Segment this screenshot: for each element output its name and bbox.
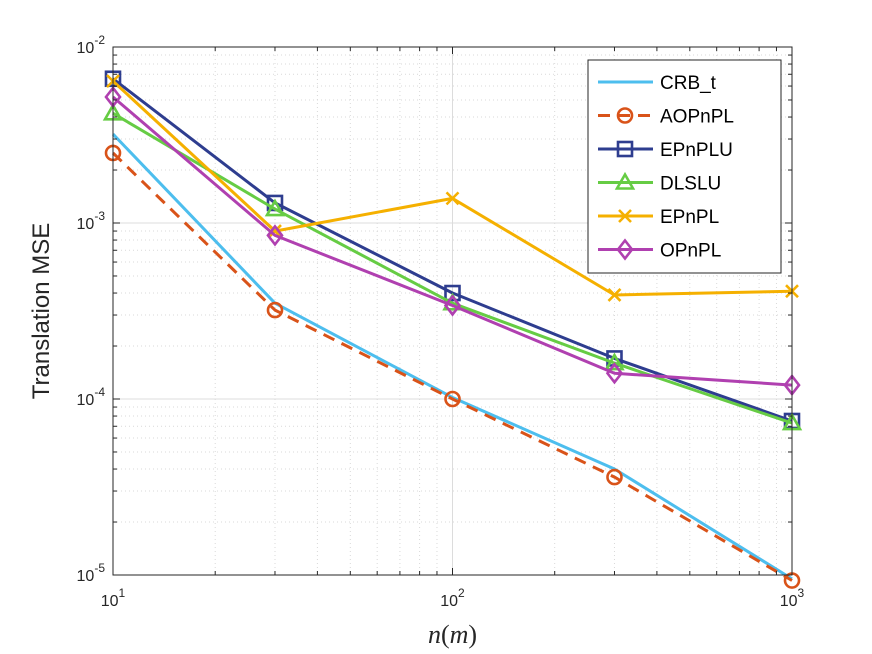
legend-entry-epnplu: EPnPLU: [598, 140, 733, 161]
data-point-opnpl: [266, 224, 284, 247]
series-line-aopnpl: [111, 151, 793, 582]
data-point-epnplu: [444, 284, 461, 302]
x-tick-label-exponent: 2: [458, 586, 465, 600]
y-tick-label: 10-2: [77, 33, 106, 57]
x-marker-stroke: [618, 209, 632, 223]
series-layer: [102, 70, 803, 589]
legend-entry-crb-t: CRB_t: [598, 73, 717, 94]
legend-entry-epnpl: EPnPL: [598, 207, 719, 228]
legend-label: CRB_t: [660, 73, 717, 94]
legend-swatch-marker: [616, 107, 634, 124]
y-tick-label-exponent: -5: [94, 561, 105, 575]
y-tick-label-exponent: -2: [94, 33, 105, 47]
x-axis-label: n(m): [428, 620, 477, 649]
y-axis-label: Translation MSE: [28, 223, 55, 400]
legend: CRB_t AOPnPL EPnPLU DLSLU EPnPL OPnPL: [587, 59, 782, 274]
data-point-aopnpl: [444, 390, 461, 408]
legend-label: EPnPLU: [660, 140, 733, 161]
x-tick-label-exponent: 3: [798, 586, 805, 600]
x-axis-label-var: n: [428, 620, 441, 649]
y-tick-label-base: 10: [77, 392, 95, 409]
legend-entry-aopnpl: AOPnPL: [598, 107, 734, 128]
data-point-aopnpl: [266, 301, 284, 319]
y-tick-label-exponent: -4: [94, 385, 105, 399]
x-tick-label-exponent: 1: [119, 586, 126, 600]
legend-swatch-marker: [618, 209, 632, 223]
y-tick-label-base: 10: [77, 568, 95, 585]
series-line-opnpl: [112, 95, 793, 387]
x-tick-label: 103: [780, 586, 805, 610]
legend-label: AOPnPL: [660, 107, 734, 128]
data-point-dlslu: [604, 352, 625, 371]
x-tick-label-base: 10: [101, 593, 119, 610]
legend-swatch-marker: [616, 238, 634, 261]
y-tick-label-base: 10: [77, 40, 95, 57]
data-point-dlslu: [264, 198, 286, 217]
legend-swatch-marker: [616, 140, 634, 158]
legend-label: EPnPL: [660, 207, 719, 228]
legend-label: OPnPL: [660, 241, 721, 262]
legend-label: DLSLU: [660, 174, 721, 195]
x-axis-label-open: (: [441, 620, 450, 649]
y-tick-label: 10-3: [77, 209, 106, 233]
series-opnpl: [104, 85, 801, 397]
y-tick-label: 10-4: [77, 385, 106, 409]
ticks: [112, 46, 793, 576]
data-point-aopnpl: [606, 468, 623, 486]
data-point-epnpl: [607, 288, 622, 302]
legend-swatch-marker: [614, 171, 636, 190]
x-marker-stroke: [445, 191, 460, 206]
data-point-opnpl: [443, 294, 462, 317]
x-tick-label: 101: [101, 586, 126, 610]
data-point-epnpl: [268, 224, 282, 238]
legend-entry-dlslu: DLSLU: [598, 171, 721, 195]
data-point-epnpl: [445, 191, 460, 206]
x-marker-stroke: [607, 288, 622, 302]
x-axis-label-unit: m: [450, 620, 469, 649]
y-tick-label: 10-5: [77, 561, 106, 585]
x-tick-label: 102: [440, 586, 465, 610]
y-tick-label-base: 10: [77, 216, 95, 233]
x-axis-label-close: ): [468, 620, 477, 649]
data-point-opnpl: [605, 362, 624, 385]
legend-box: [587, 59, 782, 274]
legend-entry-opnpl: OPnPL: [598, 238, 721, 262]
x-tick-label-base: 10: [440, 593, 458, 610]
y-tick-label-exponent: -3: [94, 209, 105, 223]
series-line-dlslu: [112, 112, 793, 425]
x-tick-label-base: 10: [780, 593, 798, 610]
x-marker-stroke: [268, 224, 282, 238]
